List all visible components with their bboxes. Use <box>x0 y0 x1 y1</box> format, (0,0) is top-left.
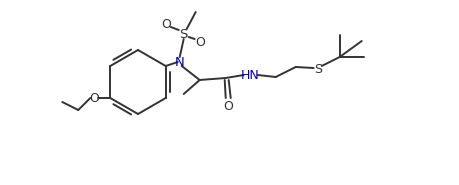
Text: HN: HN <box>240 68 258 82</box>
Text: O: O <box>161 18 170 31</box>
Text: O: O <box>89 92 99 105</box>
Text: S: S <box>179 28 187 41</box>
Text: O: O <box>194 36 204 48</box>
Text: N: N <box>174 56 184 68</box>
Text: O: O <box>222 100 232 112</box>
Text: S: S <box>313 63 321 75</box>
